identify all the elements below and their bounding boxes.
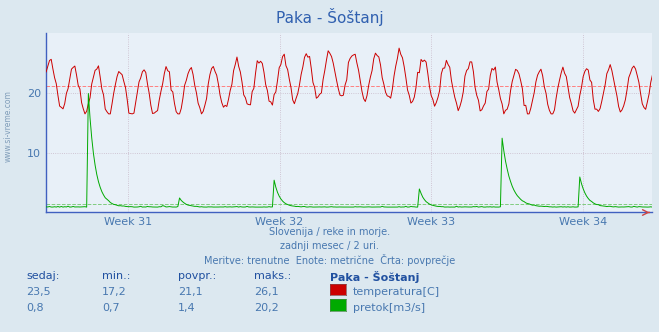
Text: povpr.:: povpr.: bbox=[178, 271, 216, 281]
Text: sedaj:: sedaj: bbox=[26, 271, 60, 281]
Text: www.si-vreme.com: www.si-vreme.com bbox=[3, 90, 13, 162]
Text: zadnji mesec / 2 uri.: zadnji mesec / 2 uri. bbox=[280, 241, 379, 251]
Text: 1,4: 1,4 bbox=[178, 303, 196, 313]
Text: Paka - Šoštanj: Paka - Šoštanj bbox=[330, 271, 419, 283]
Text: maks.:: maks.: bbox=[254, 271, 291, 281]
Text: 0,7: 0,7 bbox=[102, 303, 120, 313]
Text: 17,2: 17,2 bbox=[102, 287, 127, 297]
Text: 26,1: 26,1 bbox=[254, 287, 278, 297]
Text: Meritve: trenutne  Enote: metrične  Črta: povprečje: Meritve: trenutne Enote: metrične Črta: … bbox=[204, 254, 455, 266]
Text: 23,5: 23,5 bbox=[26, 287, 51, 297]
Text: 20,2: 20,2 bbox=[254, 303, 279, 313]
Text: pretok[m3/s]: pretok[m3/s] bbox=[353, 303, 424, 313]
Text: min.:: min.: bbox=[102, 271, 130, 281]
Text: Slovenija / reke in morje.: Slovenija / reke in morje. bbox=[269, 227, 390, 237]
Text: temperatura[C]: temperatura[C] bbox=[353, 287, 440, 297]
Text: 21,1: 21,1 bbox=[178, 287, 202, 297]
Text: Paka - Šoštanj: Paka - Šoštanj bbox=[275, 8, 384, 26]
Text: 0,8: 0,8 bbox=[26, 303, 44, 313]
